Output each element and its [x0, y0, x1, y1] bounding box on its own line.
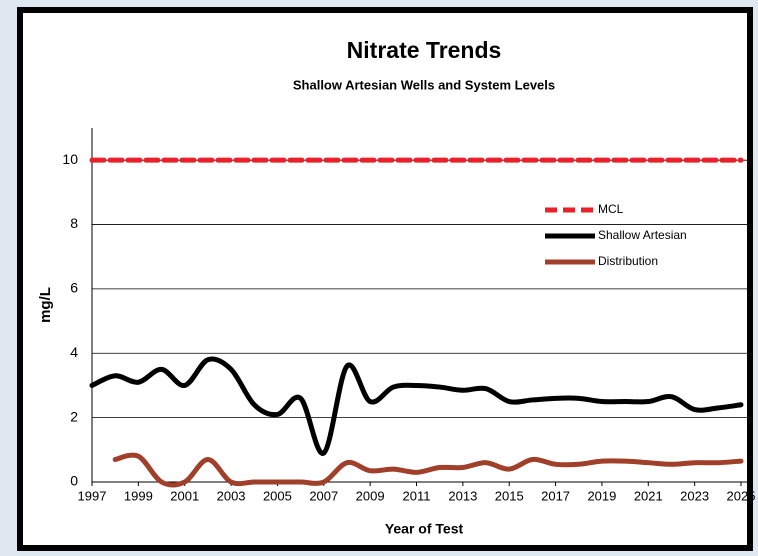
x-tick-label: 2025 [727, 488, 756, 503]
y-axis-label: mg/L [37, 287, 54, 323]
x-tick-label: 2013 [448, 488, 477, 503]
y-tick-label: 8 [70, 215, 78, 231]
legend-label: MCL [598, 202, 624, 216]
chart-title: Nitrate Trends [347, 37, 502, 63]
y-tick-label: 4 [70, 344, 78, 360]
x-tick-label: 2009 [356, 488, 385, 503]
x-tick-label: 1999 [124, 488, 153, 503]
x-tick-label: 2021 [634, 488, 663, 503]
x-tick-label: 2023 [680, 488, 709, 503]
x-tick-label: 1997 [78, 488, 107, 503]
x-tick-label: 2019 [587, 488, 616, 503]
x-tick-label: 2017 [541, 488, 570, 503]
x-tick-label: 2001 [170, 488, 199, 503]
x-tick-label: 2011 [403, 488, 431, 503]
legend-label: Distribution [598, 254, 658, 268]
legend-label: Shallow Artesian [598, 228, 687, 242]
x-tick-label: 2003 [217, 488, 246, 503]
y-tick-label: 10 [62, 151, 78, 167]
x-tick-label: 2015 [495, 488, 524, 503]
y-tick-label: 6 [70, 280, 78, 296]
chart-subtitle: Shallow Artesian Wells and System Levels [293, 77, 555, 92]
series-line [112, 452, 744, 488]
y-tick-label: 0 [70, 473, 78, 489]
series-line [89, 356, 744, 456]
x-axis-label: Year of Test [385, 521, 464, 537]
x-tick-label: 2005 [263, 488, 292, 503]
x-tick-label: 2007 [309, 488, 338, 503]
y-tick-label: 2 [70, 408, 78, 424]
